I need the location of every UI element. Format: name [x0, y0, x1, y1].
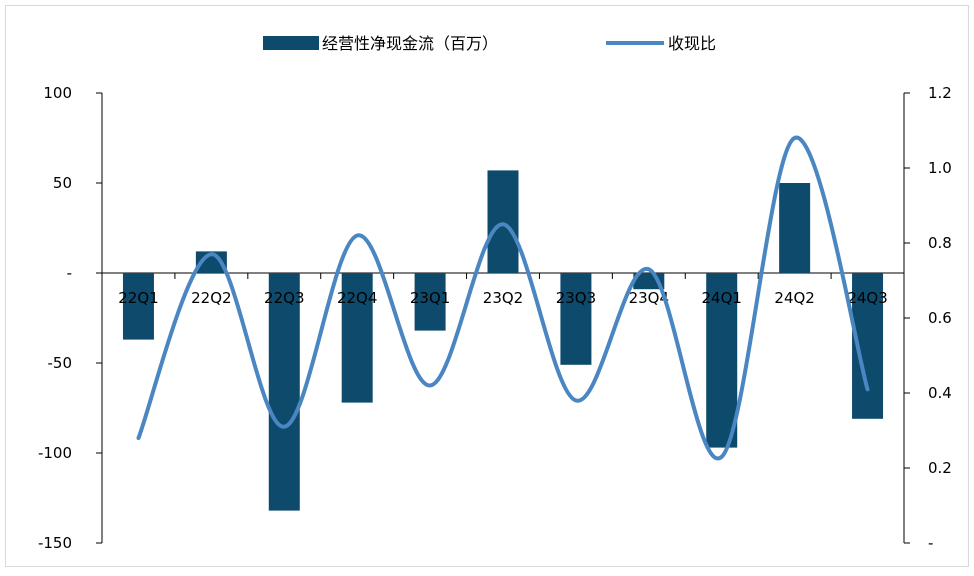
- category-label: 22Q3: [264, 289, 304, 307]
- axes: 100 50 - -50 -100 -150 1.2 1.0 0.8 0.6 0.4 0.2 -: [38, 84, 952, 552]
- left-tick-label: -50: [48, 354, 73, 372]
- right-tick-label: 0.8: [928, 234, 952, 252]
- right-tick-label: 1.0: [928, 159, 952, 177]
- bar: [341, 273, 373, 403]
- right-tick-label: -: [928, 534, 933, 552]
- category-label: 24Q3: [847, 289, 887, 307]
- left-tick-label: 50: [53, 174, 72, 192]
- category-label: 22Q1: [118, 289, 158, 307]
- bar: [779, 183, 811, 273]
- left-tick-label: -150: [38, 534, 72, 552]
- legend: 经营性净现金流（百万） 收现比: [263, 34, 716, 53]
- category-label: 24Q1: [702, 289, 742, 307]
- left-tick-label: -100: [38, 444, 72, 462]
- left-tick-label: 100: [43, 84, 72, 102]
- right-tick-label: 0.4: [928, 384, 952, 402]
- category-label: 24Q2: [774, 289, 814, 307]
- legend-label-bar: 经营性净现金流（百万）: [322, 34, 498, 53]
- chart-border: [5, 5, 969, 567]
- category-label: 23Q1: [410, 289, 450, 307]
- right-tick-label: 1.2: [928, 84, 952, 102]
- bar: [414, 273, 446, 331]
- category-label: 23Q2: [483, 289, 523, 307]
- bar: [268, 273, 300, 511]
- right-tick-label: 0.2: [928, 459, 952, 477]
- bar: [122, 273, 154, 340]
- category-label: 22Q2: [191, 289, 231, 307]
- category-label: 22Q4: [337, 289, 377, 307]
- right-tick-label: 0.6: [928, 309, 952, 327]
- legend-swatch-bar: [263, 36, 319, 50]
- bar: [487, 170, 519, 273]
- category-label: 23Q3: [556, 289, 596, 307]
- category-labels: 22Q1 22Q2 22Q3 22Q4 23Q1 23Q2 23Q3 23Q4 24Q1 24Q2…: [118, 289, 888, 307]
- left-tick-label: -: [67, 264, 72, 282]
- series-line: [136, 135, 870, 461]
- bar: [706, 273, 738, 448]
- category-label: 23Q4: [629, 289, 669, 307]
- bar-series: [122, 170, 884, 511]
- line-series: [136, 135, 870, 461]
- legend-label-line: 收现比: [668, 34, 716, 53]
- bar: [560, 273, 592, 365]
